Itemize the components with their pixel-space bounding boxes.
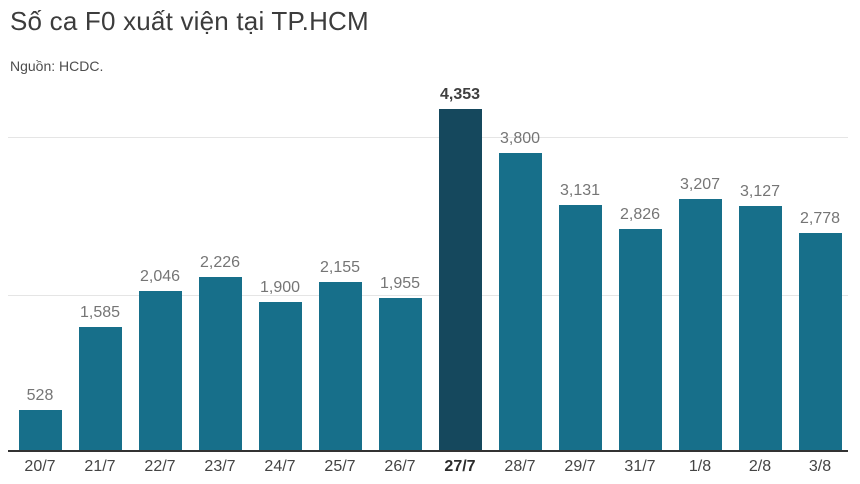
chart-source: Nguồn: HCDC. xyxy=(10,58,104,74)
bar-3-8 xyxy=(798,233,842,452)
bar-1-8 xyxy=(678,199,722,452)
bar-31-7 xyxy=(618,229,662,452)
bar-value-label: 1,585 xyxy=(79,304,121,322)
bar-28-7 xyxy=(498,152,542,452)
x-tick-label: 22/7 xyxy=(144,458,176,475)
x-tick-label: 31/7 xyxy=(624,458,656,475)
bar-value-label: 3,207 xyxy=(679,176,721,194)
gridline xyxy=(8,137,848,138)
bar-value-label: 2,226 xyxy=(199,253,241,271)
x-tick-label: 3/8 xyxy=(808,458,832,475)
bar-value-label: 3,800 xyxy=(499,129,541,147)
x-tick-label: 28/7 xyxy=(504,458,536,475)
bar-value-label: 4,353 xyxy=(439,86,481,104)
x-axis-line xyxy=(8,450,848,452)
x-tick-label: 27/7 xyxy=(444,458,476,475)
x-tick-label: 21/7 xyxy=(84,458,116,475)
gridline xyxy=(8,295,848,296)
bar-21-7 xyxy=(78,327,122,452)
bar-2-8 xyxy=(738,205,782,452)
bar-value-label: 528 xyxy=(26,387,54,405)
bar-value-label: 2,155 xyxy=(319,259,361,277)
bar-value-label: 2,778 xyxy=(799,210,841,228)
bar-value-label: 2,046 xyxy=(139,267,181,285)
bar-29-7 xyxy=(558,205,602,452)
bar-24-7 xyxy=(258,302,302,452)
bar-value-label: 1,955 xyxy=(379,275,421,293)
x-tick-label: 20/7 xyxy=(24,458,56,475)
bar-value-label: 3,127 xyxy=(739,182,781,200)
bar-value-label: 3,131 xyxy=(559,182,601,200)
bar-25-7 xyxy=(318,282,362,452)
bar-value-label: 1,900 xyxy=(259,279,301,297)
x-tick-label: 25/7 xyxy=(324,458,356,475)
bar-27-7 xyxy=(438,109,482,452)
x-tick-label: 29/7 xyxy=(564,458,596,475)
bar-value-label: 2,826 xyxy=(619,206,661,224)
bar-22-7 xyxy=(138,290,182,452)
chart-title: Số ca F0 xuất viện tại TP.HCM xyxy=(10,6,369,36)
x-tick-label: 23/7 xyxy=(204,458,236,475)
x-tick-label: 26/7 xyxy=(384,458,416,475)
bar-20-7 xyxy=(18,410,62,452)
x-tick-label: 2/8 xyxy=(748,458,772,475)
x-tick-label: 1/8 xyxy=(688,458,712,475)
bar-26-7 xyxy=(378,298,422,452)
bar-23-7 xyxy=(198,276,242,452)
x-tick-label: 24/7 xyxy=(264,458,296,475)
